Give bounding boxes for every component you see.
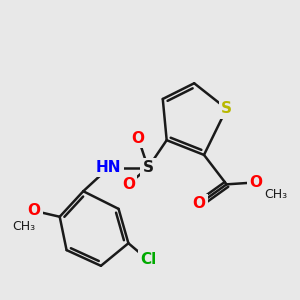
Text: CH₃: CH₃ <box>264 188 287 201</box>
Text: CH₃: CH₃ <box>12 220 35 232</box>
Text: S: S <box>142 160 154 175</box>
Text: O: O <box>28 203 41 218</box>
Text: O: O <box>193 196 206 211</box>
Text: O: O <box>122 177 135 192</box>
Text: HN: HN <box>96 160 122 175</box>
Text: S: S <box>221 101 232 116</box>
Text: Cl: Cl <box>140 252 156 267</box>
Text: O: O <box>250 175 262 190</box>
Text: O: O <box>132 131 145 146</box>
